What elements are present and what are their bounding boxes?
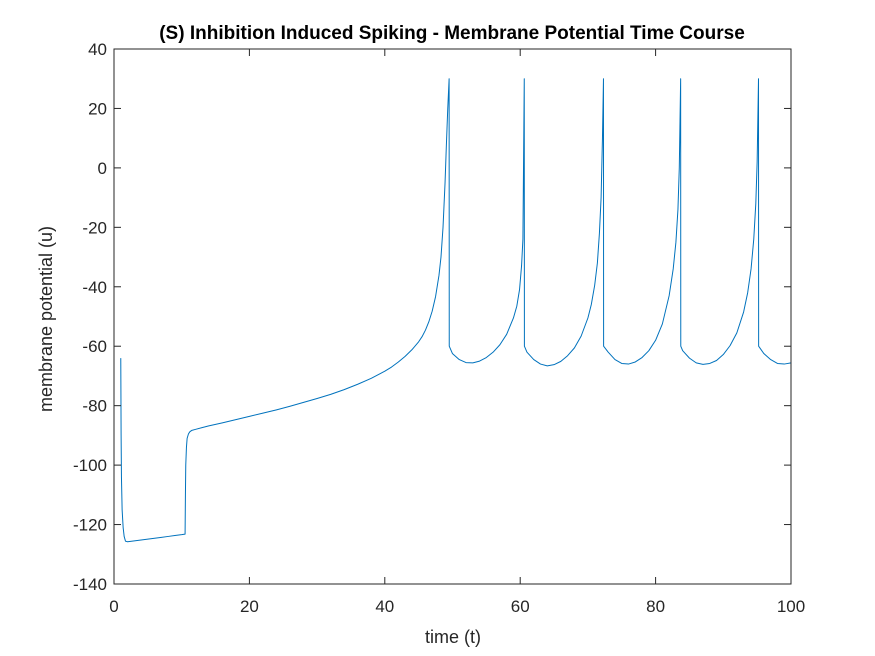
y-tick-label: 40 [88,40,107,59]
axes-box [113,48,792,585]
y-tick-label: -140 [73,575,107,594]
y-tick-label: 20 [88,99,107,118]
y-tick-label: 0 [98,159,107,178]
y-tick-label: -120 [73,516,107,535]
x-tick-label: 0 [109,597,118,616]
y-axis-ticks: -140 -120 -100 -80 -60 -40 -20 0 20 40 [73,40,791,594]
x-tick-label: 20 [240,597,259,616]
y-tick-label: -60 [82,337,107,356]
x-tick-label: 100 [777,597,805,616]
y-tick-label: -40 [82,278,107,297]
x-tick-label: 80 [646,597,665,616]
x-axis-label: time (t) [425,627,481,647]
x-tick-label: 40 [375,597,394,616]
y-tick-label: -100 [73,456,107,475]
y-tick-label: -80 [82,397,107,416]
x-tick-label: 60 [511,597,530,616]
membrane-potential-line [120,78,792,543]
y-axis-label: membrane potential (u) [36,226,56,412]
plot-area [114,49,791,584]
chart-title: (S) Inhibition Induced Spiking - Membran… [159,23,745,44]
y-tick-label: -20 [82,218,107,237]
